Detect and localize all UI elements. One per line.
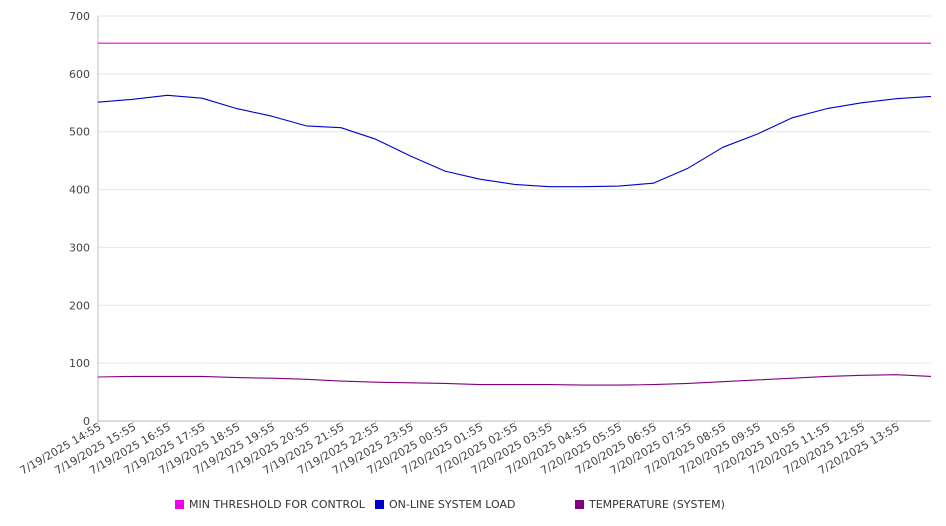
- axes: [97, 16, 931, 425]
- y-axis-tick-labels: 0 100 200 300 400 500 600 700: [69, 10, 90, 428]
- y-tick-label-500: 500: [69, 126, 90, 139]
- y-tick-label-100: 100: [69, 357, 90, 370]
- legend-label-min-threshold: MIN THRESHOLD FOR CONTROL: [189, 498, 365, 511]
- legend-item-temperature[interactable]: TEMPERATURE (SYSTEM): [575, 498, 725, 511]
- x-axis-tick-labels: 7/19/2025 14:557/19/2025 15:557/19/2025 …: [18, 420, 902, 477]
- y-tick-label-300: 300: [69, 241, 90, 254]
- legend-swatch-min-threshold: [175, 500, 184, 509]
- y-tick-label-400: 400: [69, 184, 90, 197]
- grid-lines: [98, 15, 931, 422]
- y-tick-label-200: 200: [69, 299, 90, 312]
- series-line-2: [97, 374, 932, 386]
- y-tick-label-0: 0: [83, 415, 90, 428]
- legend-swatch-system-load: [375, 500, 384, 509]
- legend-swatch-temperature: [575, 500, 584, 509]
- legend-label-temperature: TEMPERATURE (SYSTEM): [589, 498, 725, 511]
- y-tick-label-700: 700: [69, 10, 90, 23]
- legend-label-system-load: ON-LINE SYSTEM LOAD: [389, 498, 516, 511]
- legend-item-min-threshold[interactable]: MIN THRESHOLD FOR CONTROL: [175, 498, 365, 511]
- series-lines: [97, 42, 932, 386]
- legend: MIN THRESHOLD FOR CONTROL ON-LINE SYSTEM…: [0, 498, 946, 514]
- legend-item-system-load[interactable]: ON-LINE SYSTEM LOAD: [375, 498, 515, 511]
- series-line-1: [97, 94, 932, 188]
- y-tick-label-600: 600: [69, 68, 90, 81]
